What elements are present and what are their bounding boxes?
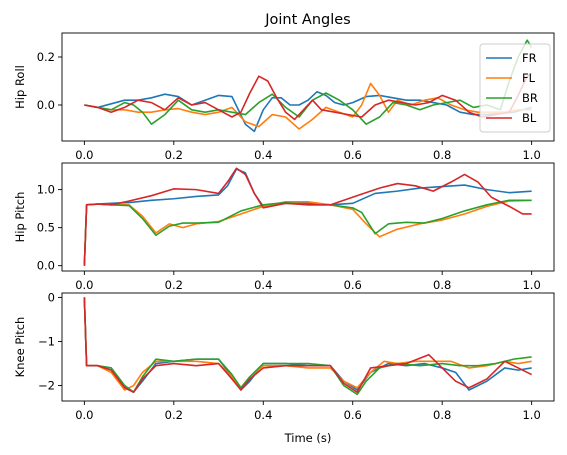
x-tick-label: 0.0 [75, 278, 93, 292]
x-tick-label: 0.2 [165, 408, 183, 422]
series-line-fl [84, 82, 532, 130]
series-line-fr [84, 91, 532, 133]
legend-box [479, 43, 551, 133]
x-tick-label: 0.8 [433, 148, 451, 162]
y-tick-label: −1 [38, 334, 55, 348]
subplots: 0.0 0.2 0.4 0.6 0.8 1.0 0.0 0.2 Hip Roll FR FL BR BL… [13, 32, 555, 422]
y-axis-label: Hip Roll [13, 65, 27, 109]
legend-label-bl: BL [522, 111, 537, 125]
y-tick-label: 1.0 [37, 183, 55, 197]
x-tick-label: 0.4 [254, 408, 272, 422]
y-tick-label: 0.0 [37, 98, 55, 112]
y-tick-label: 0.5 [37, 221, 55, 235]
series-line-bl [84, 73, 533, 121]
x-tick-label: 0.8 [433, 278, 451, 292]
y-axis-label: Knee Pitch [13, 317, 27, 378]
x-tick-label: 0.6 [344, 408, 362, 422]
axes-frame [61, 32, 555, 142]
x-tick-label: 0.2 [165, 278, 183, 292]
figure-title: Joint Angles [264, 12, 350, 28]
series-line-bl [83, 167, 532, 266]
series-line-bl [83, 297, 532, 393]
subplot-1: 0.0 0.2 0.4 0.6 0.8 1.0 0.0 0.2 Hip Roll FR FL BR BL [13, 32, 555, 162]
legend-label-fl: FL [522, 71, 536, 85]
x-axis-label: Time (s) [284, 431, 332, 445]
legend-label-fr: FR [522, 51, 537, 65]
x-tick-label: 1.0 [522, 408, 540, 422]
x-tick-label: 0.0 [75, 148, 93, 162]
x-tick-label: 1.0 [522, 278, 540, 292]
x-tick-label: 1.0 [522, 148, 540, 162]
x-tick-label: 0.2 [165, 148, 183, 162]
legend-label-br: BR [522, 91, 538, 105]
axes-frame [61, 292, 555, 402]
x-tick-label: 0.8 [433, 408, 451, 422]
x-tick-label: 0.0 [75, 408, 93, 422]
legend: FR FL BR BL [479, 43, 551, 133]
x-tick-label: 0.4 [254, 148, 272, 162]
y-tick-label: 0.2 [37, 50, 55, 64]
subplot-3: 0.0 0.2 0.4 0.6 0.8 1.0 0 −1 −2 Knee Pitch [13, 290, 555, 422]
y-tick-label: −2 [38, 379, 55, 393]
axes-frame [61, 162, 555, 272]
subplot-2: 0.0 0.2 0.4 0.6 0.8 1.0 0.0 0.5 1.0 Hip Pitch [13, 162, 555, 292]
x-tick-label: 0.4 [254, 278, 272, 292]
x-tick-label: 0.6 [344, 278, 362, 292]
y-tick-label: 0 [48, 290, 55, 304]
x-tick-label: 0.6 [344, 148, 362, 162]
y-axis-label: Hip Pitch [13, 192, 27, 243]
y-tick-label: 0.0 [37, 259, 55, 273]
